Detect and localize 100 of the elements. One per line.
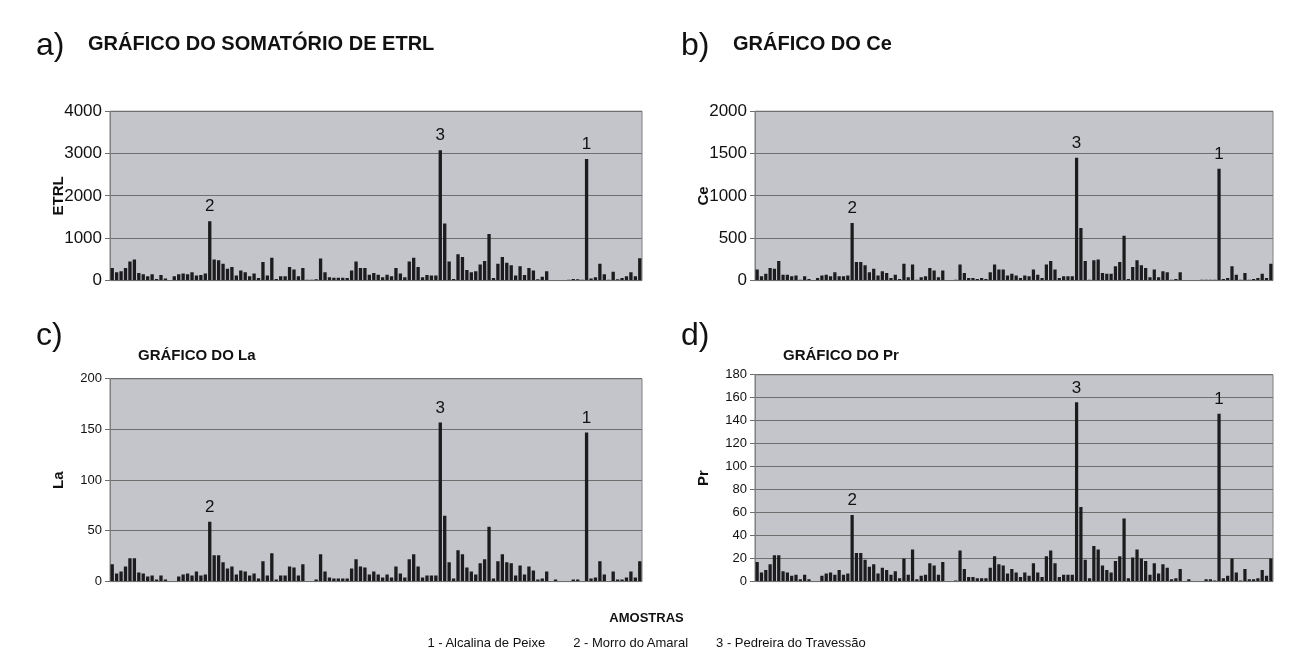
y-tick-label: 1000 [64, 227, 102, 247]
bar [132, 558, 137, 582]
bar [1269, 263, 1273, 281]
bar [803, 276, 807, 281]
bar [287, 267, 292, 281]
bar [1044, 264, 1048, 281]
bar [785, 572, 789, 582]
bar [584, 432, 589, 582]
bar [1243, 272, 1247, 281]
bar [221, 263, 225, 281]
bar [1096, 259, 1100, 281]
bar [971, 278, 975, 281]
bar [837, 276, 841, 281]
bar [394, 566, 398, 582]
bar [992, 556, 997, 582]
bar [212, 259, 216, 281]
bar [624, 276, 629, 281]
bar [910, 549, 915, 582]
bar [132, 259, 137, 281]
bar [292, 567, 296, 582]
bar [941, 562, 945, 582]
bar [932, 270, 936, 281]
annotation: 2 [205, 196, 215, 216]
bar [790, 276, 794, 281]
bar [194, 571, 199, 582]
bar [794, 574, 798, 582]
bar [261, 261, 265, 281]
bar [1066, 276, 1070, 281]
bar [885, 570, 889, 582]
bar [1122, 518, 1126, 582]
y-tick-label: 160 [725, 389, 747, 405]
annotation: 1 [581, 134, 592, 154]
y-tick-label: 3000 [64, 143, 102, 163]
y-tick-label: 4000 [64, 100, 102, 120]
bar [172, 276, 176, 281]
bar [1062, 276, 1066, 281]
bar [1144, 267, 1148, 281]
annotation: 3 [435, 397, 446, 417]
y-tick-label: 1500 [709, 143, 747, 163]
y-tick-label: 100 [80, 471, 102, 487]
bar [863, 265, 867, 281]
text: b) [681, 26, 710, 63]
bar [850, 514, 854, 582]
bar [975, 578, 979, 582]
y-axis-title: La [49, 470, 67, 489]
bar [141, 274, 145, 281]
chart-title: GRÁFICO DO Pr [783, 346, 899, 363]
y-tick-label: 40 [732, 527, 747, 543]
bar [828, 276, 833, 281]
bar [1230, 266, 1234, 281]
bar [1174, 578, 1178, 582]
bar [902, 263, 906, 281]
bar [146, 276, 150, 281]
bar [1217, 413, 1221, 582]
bar [527, 267, 531, 281]
bar [850, 223, 854, 281]
bar [1113, 560, 1118, 582]
bar [928, 267, 932, 281]
bar [1066, 574, 1070, 582]
bar [880, 271, 884, 281]
bar [354, 559, 358, 582]
bar [859, 261, 863, 281]
bar [837, 570, 841, 582]
bar [1165, 567, 1169, 582]
bar [438, 150, 442, 281]
bar [1092, 545, 1096, 582]
text: AMOSTRAS [608, 610, 685, 625]
bar [1049, 550, 1053, 582]
bar [216, 260, 221, 281]
bar [394, 267, 398, 281]
annotation: 2 [205, 496, 215, 516]
bar [531, 270, 536, 281]
bar [1023, 572, 1027, 582]
bar [425, 575, 429, 582]
y-tick-label: 0 [92, 270, 102, 290]
bar [478, 563, 482, 582]
text: 3 - Pedreira do Travessão [716, 635, 866, 650]
y-tick-label: 150 [80, 421, 102, 437]
bar [301, 564, 305, 582]
bar [1096, 549, 1100, 582]
annotation: 3 [1071, 377, 1082, 397]
bar [611, 571, 615, 582]
bar [545, 571, 549, 582]
bar [919, 277, 923, 281]
y-tick-label: 80 [732, 481, 747, 497]
bar [755, 562, 759, 582]
bar [185, 573, 190, 582]
bar [487, 526, 491, 582]
bar [1217, 168, 1221, 281]
bar [1010, 568, 1014, 582]
bar [509, 265, 513, 281]
text: c) [36, 316, 63, 353]
bar [598, 561, 602, 582]
bar [1135, 549, 1139, 582]
bar [1001, 565, 1005, 582]
bar [598, 263, 602, 281]
bar [287, 566, 292, 582]
bar [425, 275, 429, 281]
bar [545, 271, 549, 281]
bar [438, 422, 442, 582]
